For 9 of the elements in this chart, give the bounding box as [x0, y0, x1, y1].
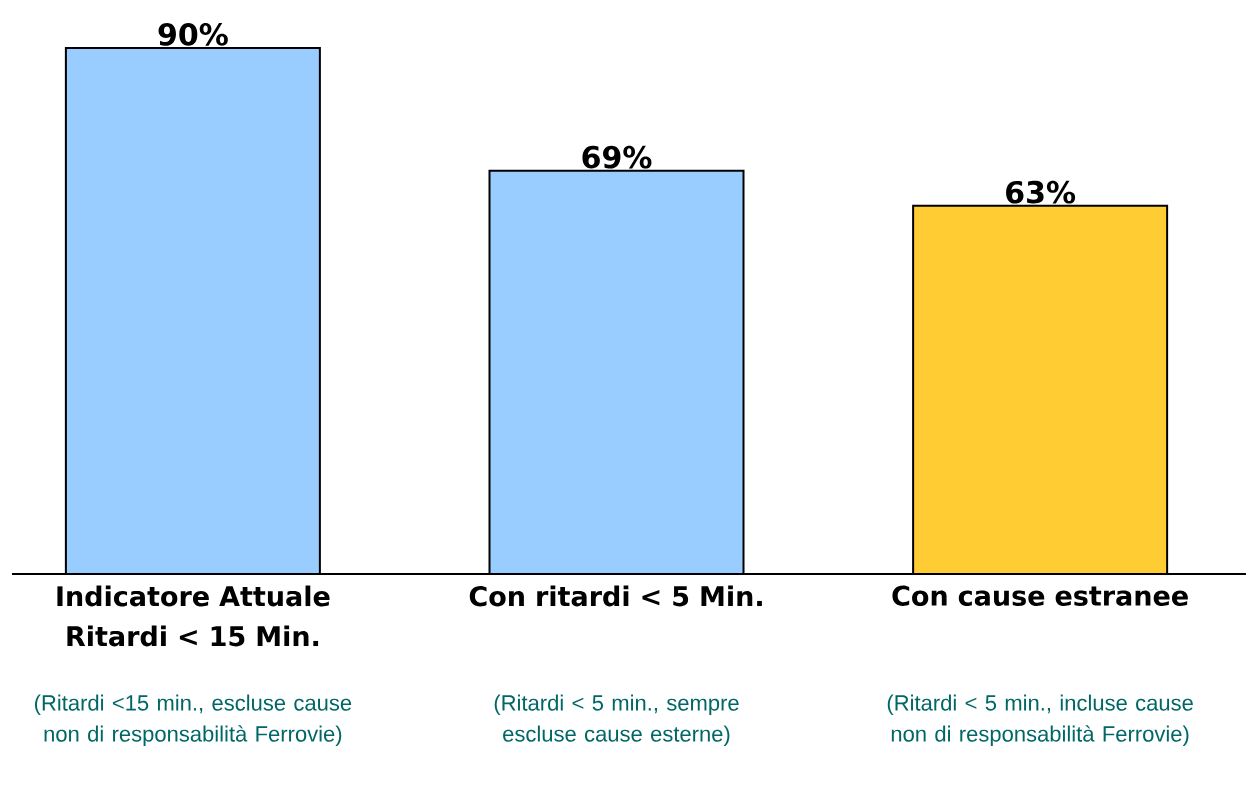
text: (Ritardi <15 min., escluse cause non di responsabilità Ferrovie)	[34, 694, 352, 747]
text: (Ritardi < 5 min., incluse cause non di responsabilità Ferrovie)	[887, 694, 1193, 747]
data-label: 69%	[582, 145, 652, 169]
data-label: 63%	[1006, 180, 1076, 204]
text: (Ritardi < 5 min., sempre escluse cause esterne)	[494, 694, 739, 747]
x-tick-label: Con ritardi < 5 Min.	[469, 585, 762, 607]
x-tick-label: Indicatore Attuale Ritardi < 15 Min.	[57, 585, 330, 647]
data-label: 90%	[158, 23, 228, 46]
x-tick-label: Con cause estranee	[892, 585, 1188, 606]
